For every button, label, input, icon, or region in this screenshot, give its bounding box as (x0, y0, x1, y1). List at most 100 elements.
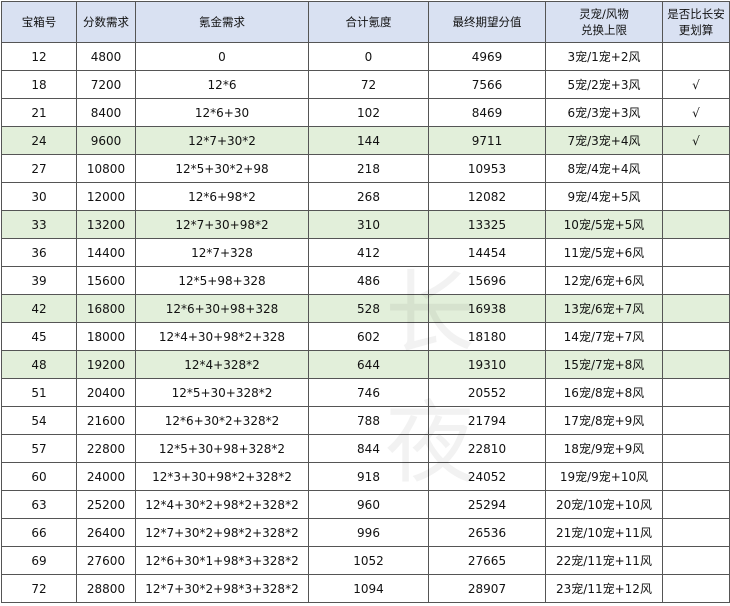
table-cell: 25200 (76, 490, 136, 519)
table-cell: 22810 (428, 434, 546, 463)
table-cell: 19200 (76, 350, 136, 379)
table-cell: 7200 (76, 70, 136, 99)
table-cell: 24 (1, 126, 77, 155)
table-cell: 21宠/10宠+11风 (545, 518, 663, 547)
table-cell: 21794 (428, 406, 546, 435)
table-cell: 45 (1, 322, 77, 351)
header-cell: 是否比长安 更划算 (662, 1, 730, 43)
table-cell: 20400 (76, 378, 136, 407)
table-cell: 12*7+30+98*2 (135, 210, 309, 239)
table-cell: 11宠/5宠+6风 (545, 238, 663, 267)
table-cell: 12*5+98+328 (135, 266, 309, 295)
table-cell: 8469 (428, 98, 546, 127)
table-cell: 12*7+30*2 (135, 126, 309, 155)
table-row: 42 16800 12*6+30+98+328 528 16938 13宠/6宠+7风 (1, 294, 730, 323)
table-cell: 27 (1, 154, 77, 183)
table-row: 21 8400 12*6+30 102 8469 6宠/3宠+3风 √ (1, 98, 730, 127)
table-cell: 13宠/6宠+7风 (545, 294, 663, 323)
table-cell (662, 210, 730, 239)
table-cell: 15宠/7宠+8风 (545, 350, 663, 379)
table-cell: 72 (1, 574, 77, 603)
table-cell: 36 (1, 238, 77, 267)
table-cell: 12*5+30*2+98 (135, 154, 309, 183)
table-cell (662, 266, 730, 295)
table-cell: 27665 (428, 546, 546, 575)
table-cell: 996 (308, 518, 429, 547)
table-cell: 26400 (76, 518, 136, 547)
table-cell: 12*6+98*2 (135, 182, 309, 211)
table-cell: 12000 (76, 182, 136, 211)
table-cell: 12*7+328 (135, 238, 309, 267)
table-cell: 0 (308, 42, 429, 71)
table-cell: 22800 (76, 434, 136, 463)
table-cell (662, 322, 730, 351)
table-cell: 0 (135, 42, 309, 71)
table-cell: 8400 (76, 98, 136, 127)
table-row: 57 22800 12*5+30+98+328*2 844 22810 18宠/9宠+9风 (1, 434, 730, 463)
table-cell: 4969 (428, 42, 546, 71)
table-row: 18 7200 12*6 72 7566 5宠/2宠+3风 √ (1, 70, 730, 99)
table-cell: 16938 (428, 294, 546, 323)
table-cell: 16宠/8宠+8风 (545, 378, 663, 407)
table-body: 12 4800 0 0 4969 3宠/1宠+2风 18 7200 12*6 72 7566 5宠/2… (1, 42, 730, 603)
table-cell: 13325 (428, 210, 546, 239)
table-cell: 12*6+30+98+328 (135, 294, 309, 323)
table-cell (662, 434, 730, 463)
table-cell: 20宠/10宠+10风 (545, 490, 663, 519)
table-cell: 15600 (76, 266, 136, 295)
table-cell: 14454 (428, 238, 546, 267)
table-cell: 10953 (428, 154, 546, 183)
table-cell: √ (662, 70, 730, 99)
table-cell: 69 (1, 546, 77, 575)
table-cell: 12*5+30+98+328*2 (135, 434, 309, 463)
table-cell: 12082 (428, 182, 546, 211)
table-row: 33 13200 12*7+30+98*2 310 13325 10宠/5宠+5风 (1, 210, 730, 239)
table-cell: 30 (1, 182, 77, 211)
table-cell: 9600 (76, 126, 136, 155)
table-row: 24 9600 12*7+30*2 144 9711 7宠/3宠+4风 √ (1, 126, 730, 155)
table-cell: 960 (308, 490, 429, 519)
table-cell: 5宠/2宠+3风 (545, 70, 663, 99)
table-cell (662, 350, 730, 379)
table-cell: 33 (1, 210, 77, 239)
table-cell: 15696 (428, 266, 546, 295)
table-cell: 13200 (76, 210, 136, 239)
table-cell: 3宠/1宠+2风 (545, 42, 663, 71)
table-cell: 12*4+30*2+98*2+328*2 (135, 490, 309, 519)
header-row: 宝箱号 分数需求 氪金需求 合计氪度 最终期望分值 灵宠/风物 兑换上限 是否比长安 更划算 (1, 1, 730, 43)
table-cell: 24052 (428, 462, 546, 491)
table-cell: 18000 (76, 322, 136, 351)
table-cell: 12*6+30 (135, 98, 309, 127)
table-cell: 7566 (428, 70, 546, 99)
table-cell: 12*3+30+98*2+328*2 (135, 462, 309, 491)
table-cell: 12*6 (135, 70, 309, 99)
table-cell: 12宠/6宠+6风 (545, 266, 663, 295)
table-cell: 486 (308, 266, 429, 295)
table-row: 36 14400 12*7+328 412 14454 11宠/5宠+6风 (1, 238, 730, 267)
header-cell: 灵宠/风物 兑换上限 (545, 1, 663, 43)
table-cell: √ (662, 126, 730, 155)
header-cell: 合计氪度 (308, 1, 429, 43)
header-cell: 宝箱号 (1, 1, 77, 43)
table-cell (662, 238, 730, 267)
table-cell: 21600 (76, 406, 136, 435)
table-cell: 144 (308, 126, 429, 155)
table-cell: 16800 (76, 294, 136, 323)
table-cell: 9宠/4宠+5风 (545, 182, 663, 211)
table-cell: 844 (308, 434, 429, 463)
table-cell: 528 (308, 294, 429, 323)
table-row: 51 20400 12*5+30+328*2 746 20552 16宠/8宠+8风 (1, 378, 730, 407)
table-cell: 14400 (76, 238, 136, 267)
table-row: 72 28800 12*7+30*2+98*3+328*2 1094 28907 23宠/… (1, 574, 730, 603)
table-cell (662, 518, 730, 547)
table-cell (662, 42, 730, 71)
table-row: 60 24000 12*3+30+98*2+328*2 918 24052 19宠/9宠+… (1, 462, 730, 491)
table-cell: 7宠/3宠+4风 (545, 126, 663, 155)
table-row: 27 10800 12*5+30*2+98 218 10953 8宠/4宠+4风 (1, 154, 730, 183)
table-cell (662, 406, 730, 435)
table-cell: 310 (308, 210, 429, 239)
table-cell: 54 (1, 406, 77, 435)
table-cell: 19宠/9宠+10风 (545, 462, 663, 491)
